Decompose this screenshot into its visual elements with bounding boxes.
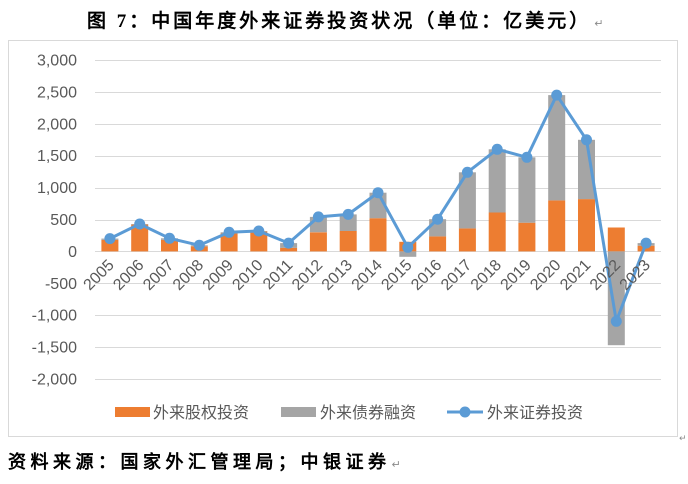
source-note-text: 资料来源：国家外汇管理局；中银证券 — [8, 451, 391, 472]
portfolio-investment-point-2007 — [164, 232, 175, 244]
y-tick-label: 3,000 — [37, 53, 77, 70]
paragraph-mark: ↵ — [594, 17, 603, 30]
portfolio-investment-point-2016 — [432, 213, 444, 225]
portfolio-investment-point-2014 — [372, 187, 384, 199]
portfolio-investment-point-2019 — [521, 151, 533, 163]
legend-key-debt-financing — [281, 407, 316, 417]
equity-investment-bar-2021 — [578, 199, 595, 252]
y-tick-label: 500 — [50, 212, 77, 229]
portfolio-investment-point-2006 — [134, 218, 146, 230]
portfolio-investment-point-2018 — [491, 143, 503, 155]
equity-investment-bar-2018 — [488, 212, 506, 252]
chart-title-text: 图 7：中国年度外来证券投资状况（单位：亿美元） — [87, 9, 591, 32]
equity-investment-bar-2006 — [131, 224, 149, 252]
portfolio-investment-point-2022 — [610, 315, 622, 327]
legend: 外来股权投资 外来债券融资 外来证券投资 — [115, 404, 583, 422]
portfolio-investment-point-2005 — [104, 233, 116, 245]
portfolio-investment-point-2008 — [193, 239, 205, 251]
legend-label-portfolio-investment: 外来证券投资 — [487, 404, 583, 422]
debt-financing-bar-2019 — [518, 157, 536, 223]
chart-title: 图 7：中国年度外来证券投资状况（单位：亿美元） ↵ — [87, 9, 603, 32]
legend-item-debt-financing: 外来债券融资 — [281, 404, 416, 422]
portfolio-investment-point-2012 — [312, 211, 324, 223]
equity-investment-bar-2011 — [280, 247, 298, 252]
y-tick-label: -1,000 — [32, 308, 77, 325]
equity-investment-bar-2019 — [518, 222, 536, 252]
equity-investment-bar-2017 — [458, 228, 476, 252]
portfolio-investment-point-2011 — [283, 237, 295, 249]
paragraph-mark: ↵ — [679, 434, 687, 444]
debt-financing-bar-2015 — [399, 251, 417, 257]
portfolio-investment-point-2010 — [253, 225, 265, 237]
debt-financing-bar-2020 — [548, 95, 566, 201]
legend-key-portfolio-investment-marker — [459, 406, 471, 418]
y-tick-label: 0 — [68, 244, 77, 261]
equity-investment-bar-2022 — [607, 227, 625, 252]
y-tick-label: 2,000 — [37, 116, 77, 133]
y-tick-label: -500 — [45, 276, 77, 293]
portfolio-investment-point-2017 — [461, 166, 473, 178]
debt-financing-bar-2018 — [488, 149, 506, 213]
equity-investment-bar-2007 — [161, 239, 178, 252]
legend-label-equity-investment: 外来股权投资 — [153, 404, 249, 422]
y-tick-label: -1,500 — [32, 340, 77, 357]
y-tick-label: -2,000 — [32, 372, 77, 389]
gridlines — [95, 60, 661, 380]
legend-key-equity-investment — [115, 407, 150, 417]
portfolio-investment-point-2015 — [402, 241, 414, 253]
debt-financing-bar-2013 — [339, 214, 357, 231]
equity-investment-bar-2016 — [429, 236, 447, 252]
paragraph-mark: ↵ — [392, 458, 401, 471]
portfolio-investment-point-2021 — [581, 134, 592, 146]
equity-investment-bar-2014 — [369, 218, 387, 252]
equity-investment-bar-2005 — [101, 239, 119, 252]
legend-label-debt-financing: 外来债券融资 — [320, 404, 416, 422]
debt-financing-bar-2021 — [578, 139, 595, 200]
portfolio-investment-point-2023 — [640, 237, 652, 249]
equity-investment-bar-2013 — [339, 231, 357, 252]
source-note: 资料来源：国家外汇管理局；中银证券↵ — [8, 451, 401, 472]
equity-investment-bar-2010 — [250, 231, 268, 252]
equity-investment-bar-2020 — [548, 200, 566, 252]
y-tick-label: 1,000 — [37, 180, 77, 197]
portfolio-investment-series — [104, 89, 652, 327]
portfolio-investment-point-2020 — [551, 89, 563, 101]
y-tick-label: 2,500 — [37, 84, 77, 101]
legend-item-equity-investment: 外来股权投资 — [115, 404, 249, 422]
legend-item-portfolio-investment: 外来证券投资 — [447, 404, 583, 422]
portfolio-investment-point-2013 — [342, 208, 354, 220]
portfolio-investment-point-2009 — [223, 226, 235, 238]
equity-investment-bar-2009 — [220, 233, 238, 252]
equity-investment-bar-2012 — [309, 232, 327, 252]
debt-financing-bar-2017 — [458, 172, 476, 229]
y-axis-labels: 3,000 2,500 2,000 1,500 1,000 500 0 -500 -1,000 -… — [32, 53, 77, 389]
y-tick-label: 1,500 — [37, 148, 77, 165]
